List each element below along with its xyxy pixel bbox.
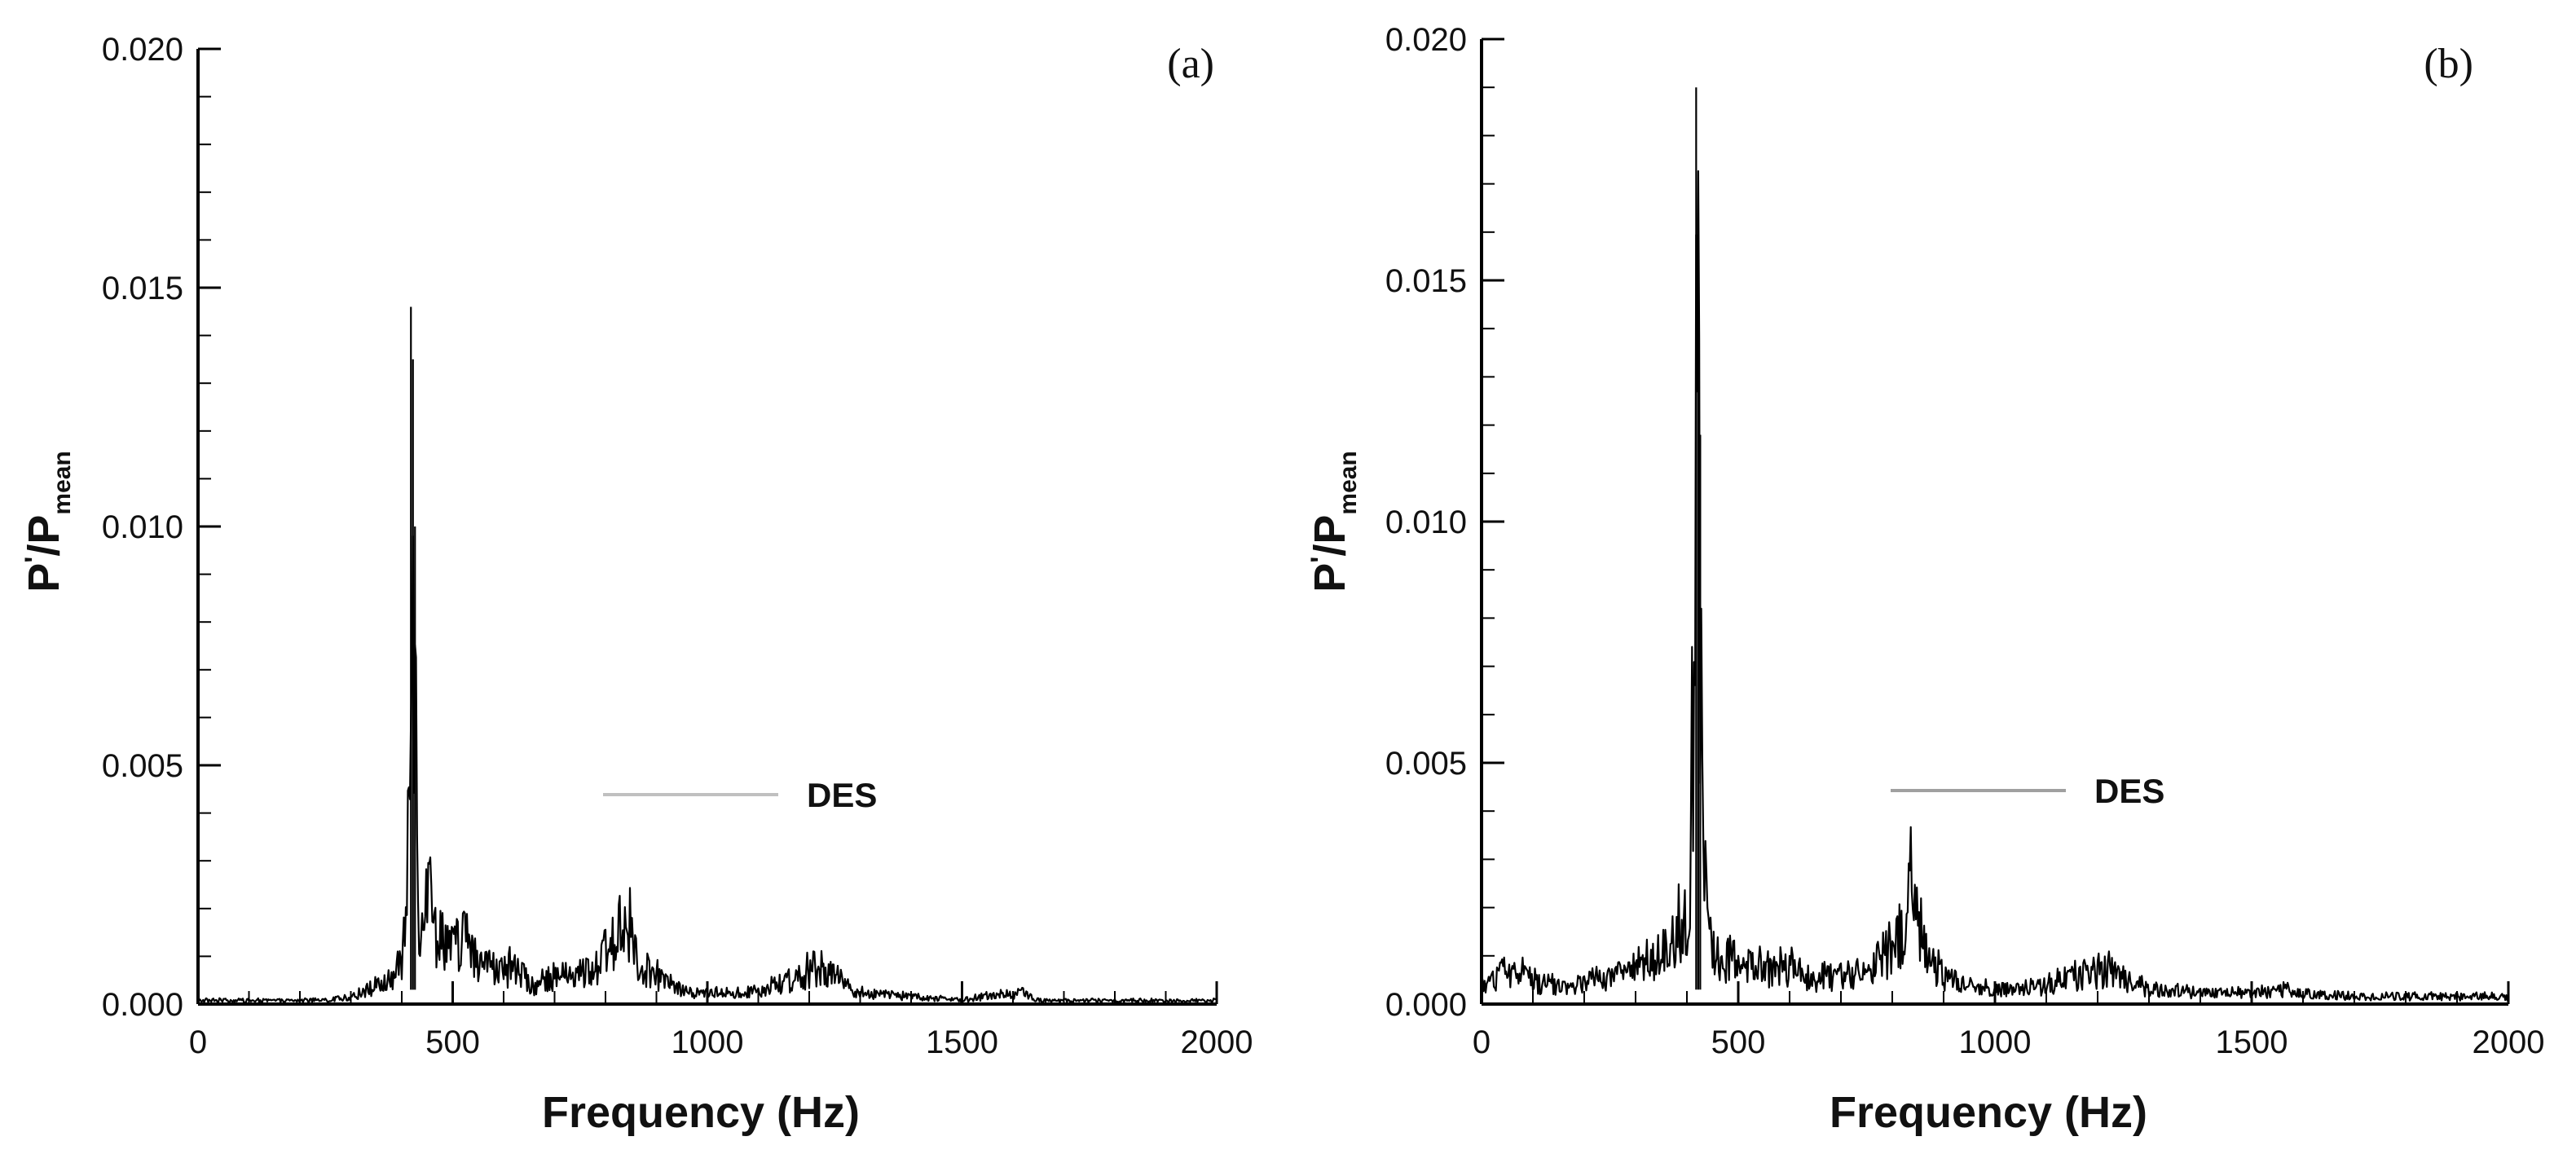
y-axis-title-prime: ' (20, 557, 51, 563)
chart-panel-b: P'/Pmean Frequency (Hz) (b) DES 0.000 0.0… (1306, 22, 2544, 1137)
y-tick-label: 0.010 (1385, 504, 1467, 540)
y-axis-title-slash: /P (20, 515, 68, 557)
x-tick-label: 500 (1711, 1024, 1766, 1060)
chart-panel-a: P'/Pmean Frequency (Hz) (a) DES 0.000 0.0… (20, 32, 1253, 1137)
svg-text:P'/Pmean: P'/Pmean (20, 451, 76, 593)
panel-label-a: (a) (1167, 41, 1214, 87)
series-line-des (197, 535, 1218, 1004)
x-axis-title: Frequency (Hz) (542, 1088, 860, 1137)
y-axis-title: P'/Pmean (20, 451, 76, 593)
svg-text:P'/Pmean: P'/Pmean (1306, 451, 1362, 593)
x-tick-label: 2000 (1181, 1024, 1253, 1060)
x-axis-title: Frequency (Hz) (1830, 1088, 2147, 1137)
x-tick-label: 500 (425, 1024, 480, 1060)
x-tick-label: 1000 (672, 1024, 744, 1060)
y-axis-title-main: P (20, 563, 68, 593)
y-tick-label: 0.010 (102, 509, 183, 545)
y-tick-label: 0.005 (1385, 746, 1467, 782)
y-axis-title-sub: mean (49, 451, 76, 514)
y-axis-title-main: P (1306, 563, 1354, 593)
legend-label-des-a: DES (807, 776, 877, 814)
y-tick-label: 0.020 (102, 32, 183, 68)
x-tick-label: 2000 (2473, 1024, 2545, 1060)
x-tick-label: 0 (1473, 1024, 1491, 1060)
y-tick-label: 0.000 (102, 987, 183, 1023)
y-tick-label: 0.005 (102, 748, 183, 784)
y-axis-title-slash: /P (1306, 515, 1354, 557)
x-tick-label: 1500 (2216, 1024, 2288, 1060)
y-axis-title: P'/Pmean (1306, 451, 1362, 593)
y-axis-title-sub: mean (1335, 451, 1362, 514)
x-tick-label: 1500 (926, 1024, 998, 1060)
x-tick-label: 0 (189, 1024, 207, 1060)
y-axis-title-prime: ' (1306, 557, 1336, 563)
legend-label-des-b: DES (2094, 772, 2164, 810)
y-tick-label: 0.020 (1385, 22, 1467, 58)
y-tick-label: 0.000 (1385, 987, 1467, 1023)
panel-label-b: (b) (2424, 41, 2473, 87)
y-tick-label: 0.015 (102, 271, 183, 306)
x-tick-label: 1000 (1959, 1024, 2032, 1060)
series-line-des (1480, 170, 2510, 1002)
y-tick-label: 0.015 (1385, 263, 1467, 299)
